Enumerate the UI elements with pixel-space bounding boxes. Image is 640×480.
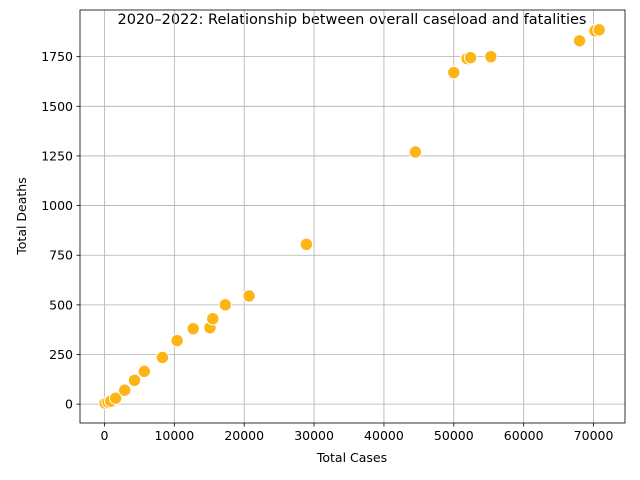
axis-ticks: 0 10000 20000 30000 40000 50000 60000 70000 0 250… [41,49,613,443]
scatter-point [186,321,200,336]
chart-title: 2020–2022: Relationship between overall … [118,12,587,28]
x-axis-title: Total Cases [316,450,387,465]
y-tick-label: 1000 [41,198,73,213]
scatter-point [299,237,314,251]
x-tick-label: 30000 [294,428,334,443]
scatter-point [206,312,220,326]
y-tick-label: 1500 [41,99,73,114]
scatter-point [118,383,132,397]
x-tick-label: 70000 [574,428,614,443]
plot-frame [79,9,626,424]
scatter-point [572,34,587,48]
x-tick-label: 0 [100,428,108,443]
x-tick-label: 10000 [154,428,194,443]
scatter-point [463,50,478,65]
scatter-point [137,364,151,379]
scatter-point [170,333,184,348]
x-tick-label: 20000 [224,428,264,443]
scatter-point [408,145,423,159]
x-tick-label: 40000 [364,428,404,443]
y-tick-label: 1750 [41,49,73,64]
y-tick-label: 750 [49,248,73,263]
y-axis-title: Total Deaths [14,177,29,255]
x-tick-label: 60000 [504,428,544,443]
y-tick-label: 0 [65,397,73,412]
data-points [98,23,606,410]
y-tick-label: 250 [49,347,73,362]
scatter-point [108,391,123,405]
y-tick-label: 1250 [41,148,73,163]
scatter-point [592,23,606,37]
scatter-point [484,49,498,64]
scatter-point [127,373,142,388]
scatter-point [242,289,256,303]
scatter-point [218,298,233,312]
y-tick-label: 500 [49,297,73,312]
x-tick-label: 50000 [434,428,474,443]
scatter-point [447,65,461,80]
scatter-point [155,350,170,365]
